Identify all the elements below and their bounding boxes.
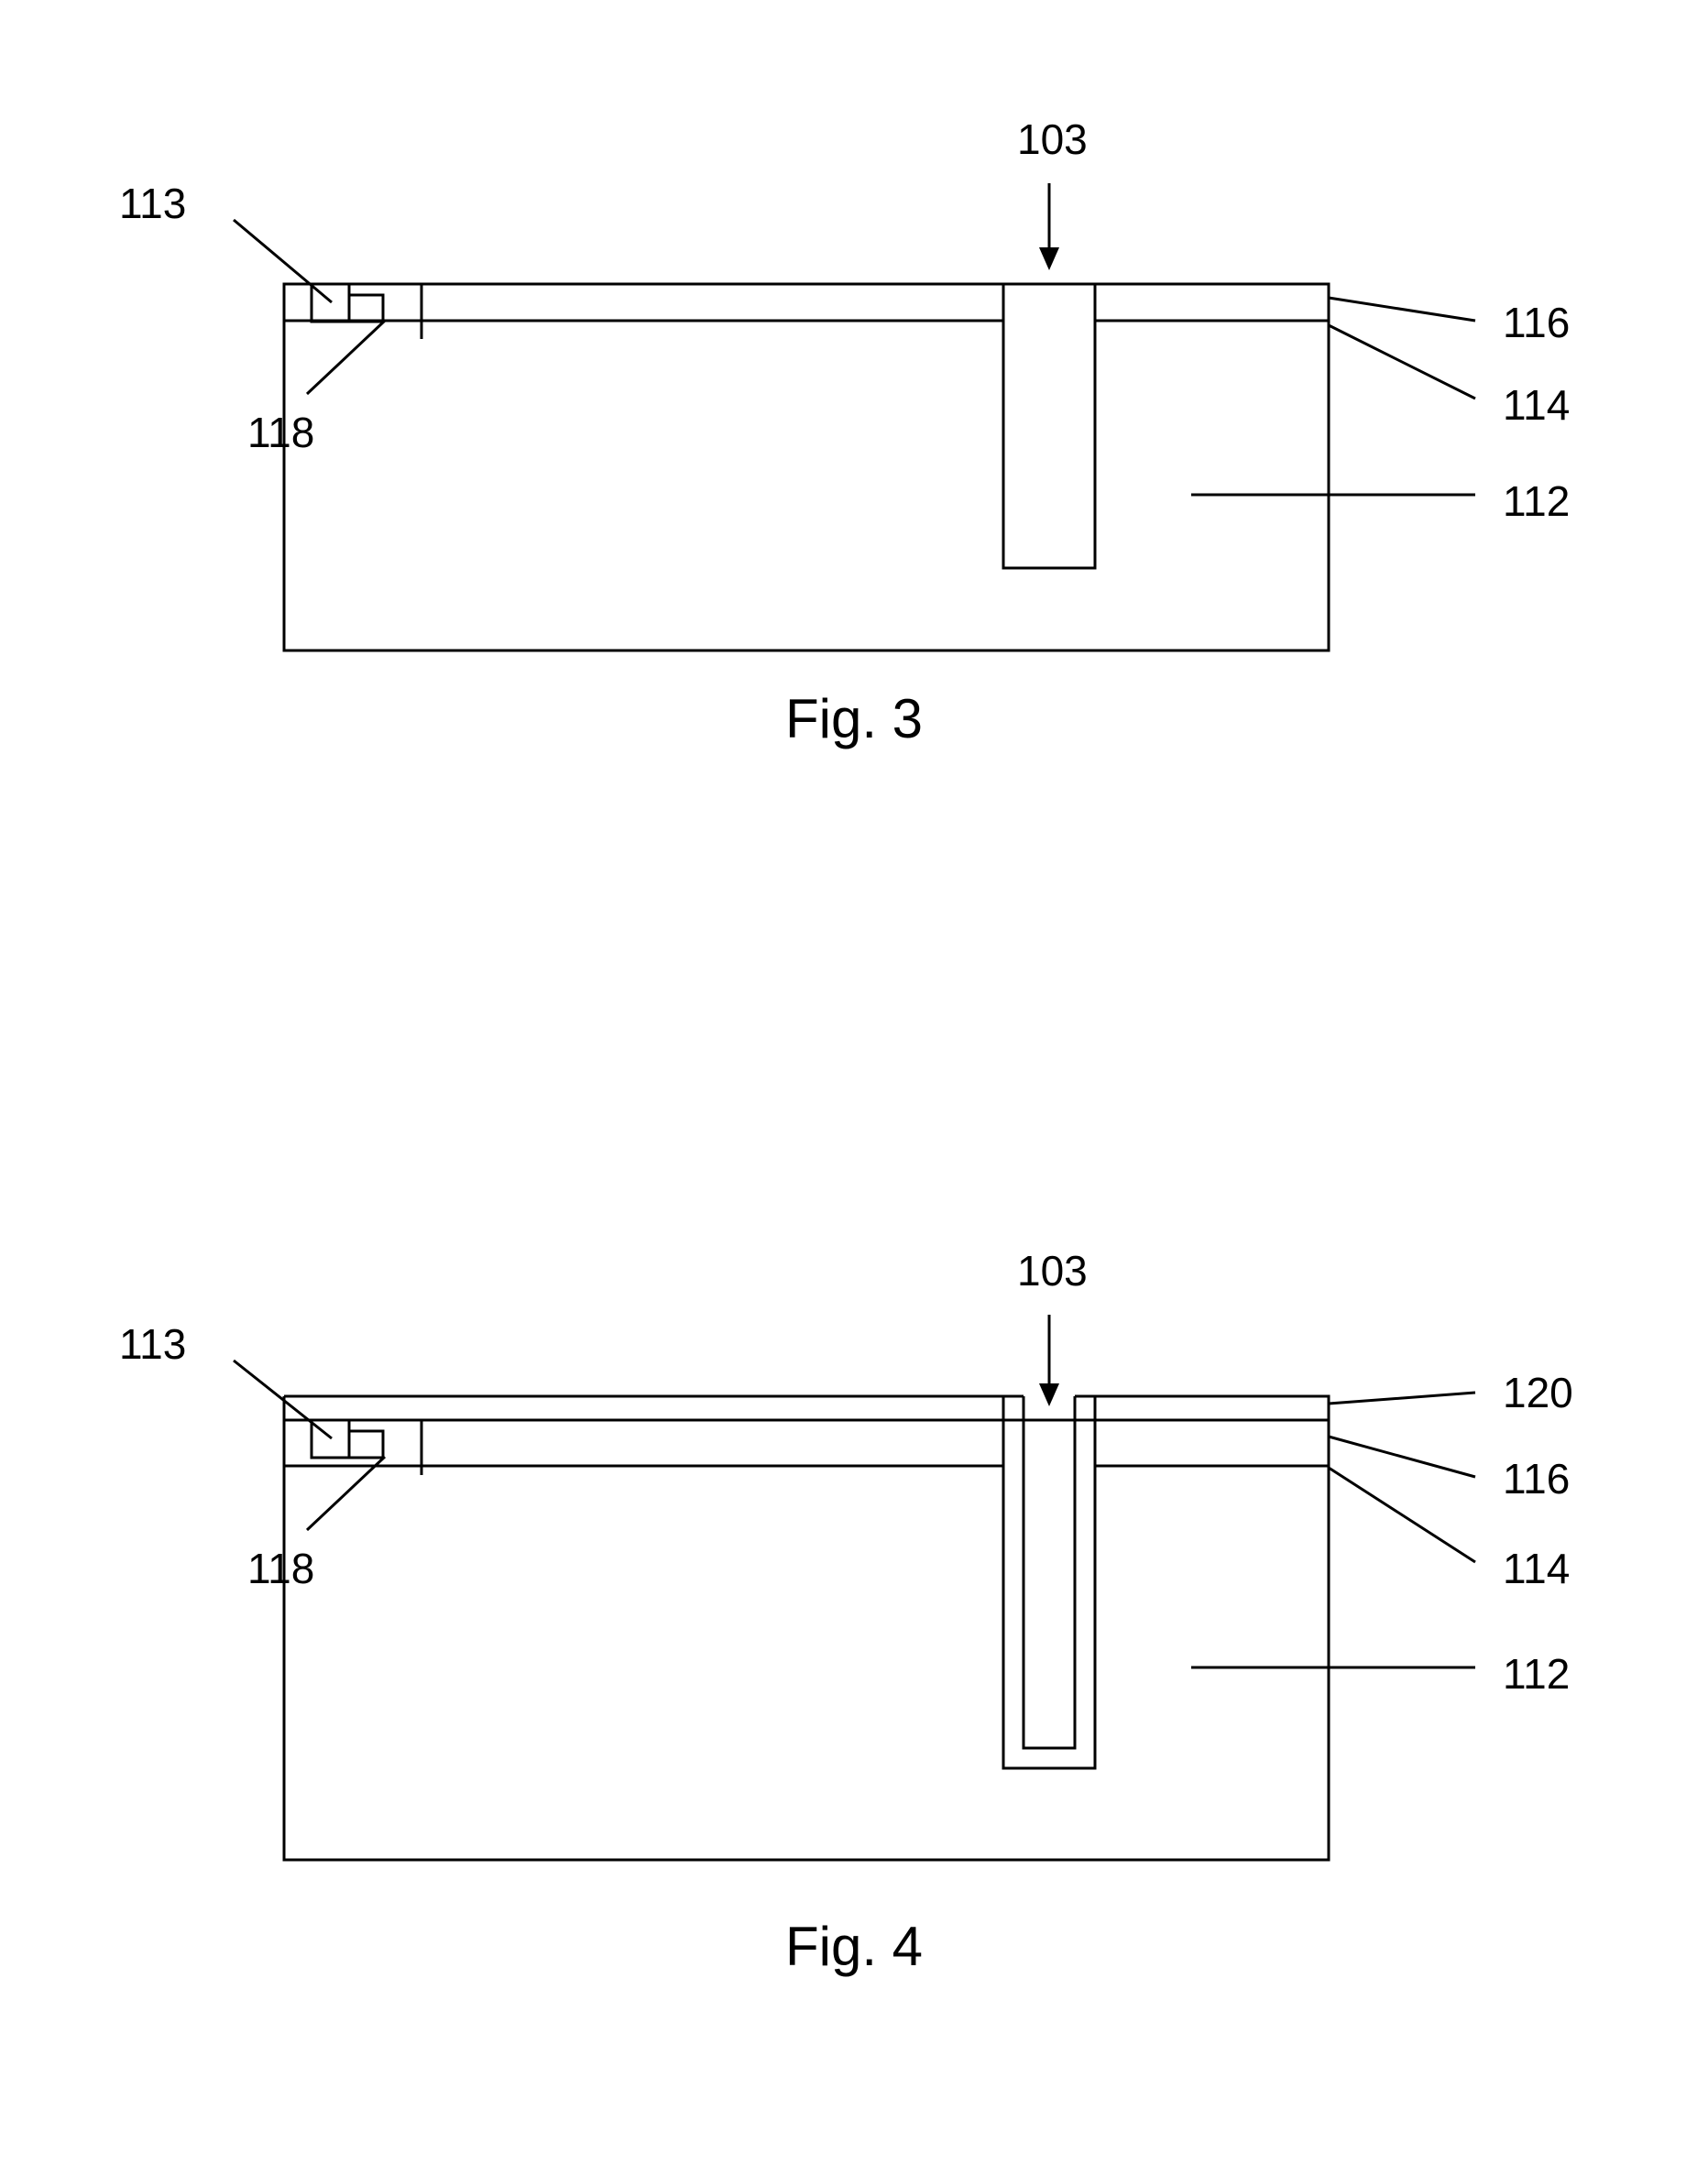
- figure-3-container: 103 113 118 116 114 112 Fig. 3: [0, 64, 1708, 724]
- figure-3-caption: Fig. 3: [0, 687, 1708, 750]
- label-118: 118: [247, 408, 314, 457]
- label-113: 113: [119, 179, 186, 228]
- trench-outer-4: [1003, 1420, 1095, 1768]
- label-103-4: 103: [1017, 1246, 1088, 1295]
- label-114: 114: [1503, 380, 1570, 430]
- leader-120-4: [1329, 1393, 1475, 1404]
- main-substrate-rect: [284, 284, 1329, 650]
- label-120-4: 120: [1503, 1368, 1573, 1417]
- leader-118: [307, 321, 385, 394]
- label-112: 112: [1503, 476, 1570, 526]
- arrow-103: [1039, 183, 1059, 270]
- label-112-4: 112: [1503, 1649, 1570, 1699]
- arrow-103-4: [1039, 1315, 1059, 1406]
- label-116: 116: [1503, 298, 1570, 347]
- figure-4-container: 103 113 118 120 116 114 112 Fig. 4: [0, 1154, 1708, 2071]
- figure-3-svg: [0, 64, 1708, 724]
- trench-liner-4: [1024, 1396, 1075, 1748]
- label-114-4: 114: [1503, 1544, 1570, 1593]
- label-118-4: 118: [247, 1544, 314, 1593]
- label-113-4: 113: [119, 1319, 186, 1369]
- leader-116: [1329, 298, 1475, 321]
- label-103: 103: [1017, 115, 1088, 164]
- notch-113: [349, 295, 383, 322]
- notch-113-4: [349, 1431, 383, 1458]
- main-substrate-rect-4: [284, 1420, 1329, 1860]
- layer-120-outer: [284, 1396, 1329, 1420]
- label-116-4: 116: [1503, 1454, 1570, 1503]
- figure-4-caption: Fig. 4: [0, 1915, 1708, 1978]
- trench-path: [1003, 284, 1095, 568]
- leader-114: [1329, 325, 1475, 399]
- leader-118-4: [307, 1457, 385, 1530]
- leader-114-4: [1329, 1468, 1475, 1562]
- leader-116-4: [1329, 1437, 1475, 1477]
